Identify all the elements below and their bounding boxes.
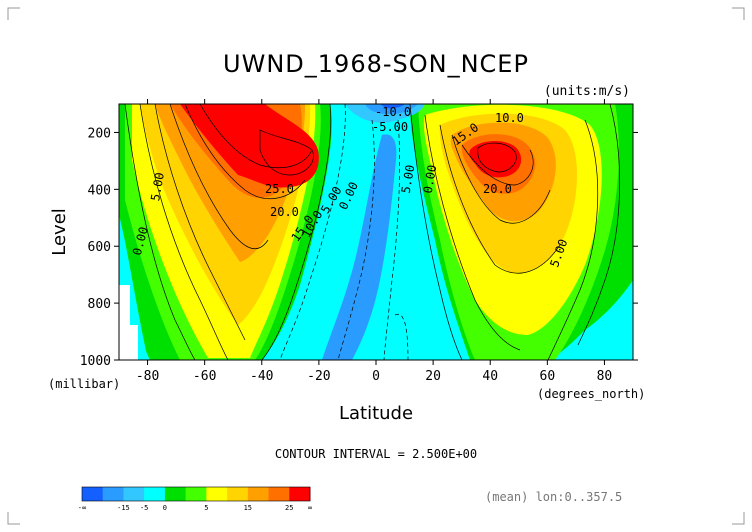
y-axis: 200 400 600 800 1000	[80, 126, 638, 369]
x-tick-label: -40	[250, 369, 273, 384]
contour-label: 10.0	[495, 111, 524, 125]
colorbar-swatch	[102, 487, 124, 501]
y-tick-label: 600	[88, 240, 111, 255]
footer-text: (mean) lon:0..357.5	[485, 490, 622, 504]
plot-area: -10.0 -5.00 25.0 20.0 15.0 10.0 5.00 0.0…	[119, 104, 633, 360]
x-tick-label: 40	[482, 369, 498, 384]
contour-label: 20.0	[270, 205, 299, 219]
colorbar-label: -15	[117, 504, 130, 512]
units-label: (units:m/s)	[544, 84, 630, 99]
colorbar-swatch	[123, 487, 145, 501]
chart-title: UWND_1968-SON_NCEP	[223, 50, 529, 78]
contour-label: -10.0	[375, 105, 411, 119]
y-tick-label: 800	[88, 297, 111, 312]
contour-label: -5.00	[372, 120, 408, 134]
contour-label: 5.00	[148, 171, 167, 202]
contour-label: 25.0	[265, 182, 294, 196]
colorbar-swatch	[289, 487, 311, 501]
colorbar-label: ∞	[308, 504, 312, 512]
y-axis-title: Level	[49, 208, 70, 256]
x-axis-title: Latitude	[339, 403, 413, 424]
x-units-label: (degrees_north)	[537, 387, 645, 401]
colorbar-swatch	[82, 487, 104, 501]
x-tick-label: 0	[372, 369, 380, 384]
colorbar-label: 25	[285, 504, 293, 512]
y-units-label: (millibar)	[48, 377, 120, 391]
y-tick-label: 400	[88, 183, 111, 198]
sh-jet-bands	[119, 104, 332, 360]
colorbar-swatch	[268, 487, 290, 501]
colorbar: -∞ -15 -5 0 5 15 25 ∞	[78, 486, 312, 512]
x-tick-label: 80	[597, 369, 613, 384]
x-tick-label: 20	[425, 369, 441, 384]
x-axis: -80 -60 -40 -20 0 20 40 60 80	[136, 99, 612, 384]
colorbar-label: 15	[244, 504, 252, 512]
colorbar-label: -∞	[78, 504, 86, 512]
x-tick-label: -60	[193, 369, 216, 384]
colorbar-swatch	[206, 487, 228, 501]
y-tick-label: 1000	[80, 354, 111, 369]
nh-jet-bands	[410, 104, 633, 360]
contour-label: 20.0	[483, 182, 512, 196]
colorbar-swatch	[164, 487, 187, 501]
x-tick-label: -20	[307, 369, 330, 384]
colorbar-swatch	[247, 487, 270, 501]
x-tick-label: -80	[136, 369, 159, 384]
contour-lines	[124, 104, 621, 360]
x-tick-label: 60	[540, 369, 556, 384]
colorbar-label: 5	[204, 504, 208, 512]
colorbar-swatch	[144, 487, 166, 501]
colorbar-label: -5	[140, 504, 148, 512]
y-tick-label: 200	[88, 126, 111, 141]
crop-marks	[7, 7, 745, 525]
colorbar-swatch	[185, 487, 207, 501]
contour-label: 5.00	[399, 164, 418, 195]
colorbar-frame	[81, 486, 311, 502]
contour-interval-text: CONTOUR INTERVAL = 2.500E+00	[275, 447, 477, 461]
contour-label: 0.00	[421, 164, 440, 195]
colorbar-label: 0	[163, 504, 167, 512]
colorbar-swatch	[227, 487, 249, 501]
easterly-bands	[119, 104, 633, 360]
